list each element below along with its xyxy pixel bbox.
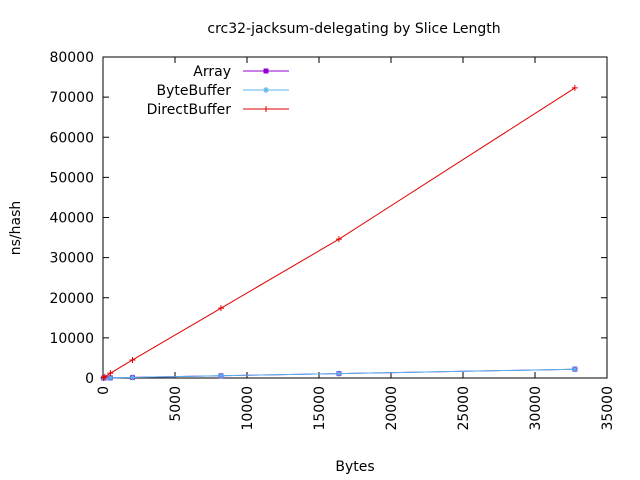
x-tick-label: 25000: [456, 386, 472, 431]
y-tick-label: 20000: [49, 291, 94, 307]
legend-label-directbuffer: DirectBuffer: [147, 102, 232, 118]
x-tick-label: 10000: [240, 386, 256, 431]
x-tick-label: 5000: [168, 386, 184, 422]
data-point-directbuffer: [107, 370, 114, 377]
plot-area: 0100002000030000400005000060000700008000…: [49, 50, 616, 431]
y-tick-label: 50000: [49, 170, 94, 186]
data-point-directbuffer: [129, 356, 136, 363]
data-point-bytebuffer: [571, 366, 578, 373]
x-tick-label: 20000: [384, 386, 400, 431]
data-point-directbuffer: [101, 373, 108, 380]
data-point-bytebuffer: [107, 374, 114, 381]
chart-title: crc32-jacksum-delegating by Slice Length: [207, 21, 500, 37]
legend-label-bytebuffer: ByteBuffer: [157, 83, 232, 99]
y-axis-label: ns/hash: [8, 201, 24, 256]
data-point-directbuffer: [571, 84, 578, 91]
x-tick-label: 35000: [600, 386, 616, 431]
y-tick-label: 10000: [49, 331, 94, 347]
legend-marker-directbuffer: [263, 106, 269, 112]
data-point-directbuffer: [100, 374, 107, 381]
y-tick-label: 0: [85, 371, 94, 387]
legend-marker-bytebuffer: [263, 87, 269, 93]
data-point-directbuffer: [217, 305, 224, 312]
y-tick-label: 60000: [49, 130, 94, 146]
legend-label-array: Array: [193, 64, 231, 80]
data-point-bytebuffer: [335, 370, 342, 377]
y-tick-label: 30000: [49, 251, 94, 267]
x-axis-label: Bytes: [335, 459, 374, 475]
data-point-bytebuffer: [217, 372, 224, 379]
data-point-bytebuffer: [129, 374, 136, 381]
y-tick-label: 70000: [49, 90, 94, 106]
legend: Array ByteBuffer DirectBuffer: [147, 64, 289, 118]
x-tick-label: 0: [96, 386, 112, 395]
y-tick-label: 80000: [49, 50, 94, 66]
y-tick-label: 40000: [49, 211, 94, 227]
legend-marker-array: [263, 68, 269, 74]
x-tick-label: 15000: [312, 386, 328, 431]
series-line-directbuffer: [103, 87, 576, 379]
data-point-directbuffer: [335, 236, 342, 243]
x-tick-label: 30000: [528, 386, 544, 431]
